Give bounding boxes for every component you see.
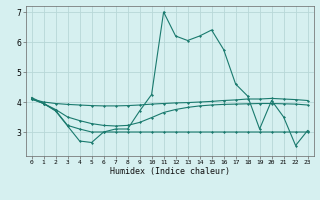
X-axis label: Humidex (Indice chaleur): Humidex (Indice chaleur) <box>109 167 230 176</box>
